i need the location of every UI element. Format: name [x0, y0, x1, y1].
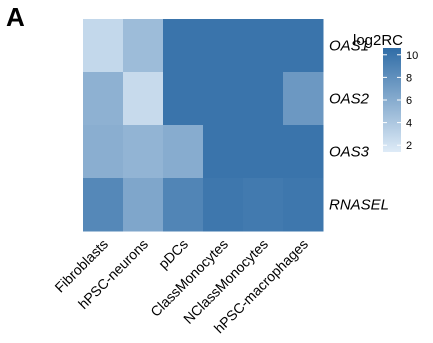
heatmap-cell-oas1-2: [163, 19, 204, 73]
row-labels: OAS1 OAS2 OAS3 RNASEL: [329, 38, 389, 214]
heatmap-cell-oas2-1: [123, 72, 164, 126]
heatmap-cell-oas1-5: [283, 19, 324, 73]
legend-title: log2RC: [353, 32, 403, 49]
legend-tick-label: 6: [406, 95, 412, 107]
row-label-oas3: OAS3: [329, 144, 370, 161]
heatmap-cell-oas3-5: [283, 125, 324, 179]
heatmap-cell-rnasel-5: [283, 178, 324, 232]
row-label-oas2: OAS2: [329, 91, 370, 108]
heatmap-cell-oas3-4: [243, 125, 284, 179]
heatmap-cell-oas1-0: [83, 19, 124, 73]
heatmap-cell-oas2-2: [163, 72, 204, 126]
heatmap-cell-rnasel-0: [83, 178, 124, 232]
heatmap-cell-oas3-2: [163, 125, 204, 179]
column-label-pdcs: pDCs: [155, 236, 191, 272]
heatmap-cell-oas2-4: [243, 72, 284, 126]
heatmap-cell-oas1-1: [123, 19, 164, 73]
row-label-rnasel: RNASEL: [329, 197, 389, 214]
column-label-hpsc-neurons: hPSC-neurons: [75, 236, 151, 312]
heatmap-cells: [83, 19, 324, 232]
heatmap-cell-oas2-0: [83, 72, 124, 126]
color-legend: log2RC 2 4 6 8 10: [353, 32, 418, 152]
legend-tick-label: 2: [406, 140, 412, 152]
row-label-oas1: OAS1: [329, 38, 369, 55]
legend-colorbar: [383, 48, 401, 152]
heatmap-cell-rnasel-3: [203, 178, 244, 232]
heatmap-cell-oas3-3: [203, 125, 244, 179]
heatmap-cell-oas3-1: [123, 125, 164, 179]
heatmap-cell-oas1-3: [203, 19, 244, 73]
heatmap-cell-oas2-3: [203, 72, 244, 126]
legend-tick-label: 10: [406, 50, 418, 62]
heatmap-cell-rnasel-1: [123, 178, 164, 232]
legend-ticks: 2 4 6 8 10: [383, 50, 418, 152]
heatmap-cell-oas1-4: [243, 19, 284, 73]
legend-tick-label: 8: [406, 72, 412, 84]
heatmap-cell-oas3-0: [83, 125, 124, 179]
legend-tick-label: 4: [406, 118, 412, 130]
heatmap-cell-rnasel-4: [243, 178, 284, 232]
heatmap-cell-rnasel-2: [163, 178, 204, 232]
panel-label: A: [6, 2, 25, 32]
heatmap-cell-oas2-5: [283, 72, 324, 126]
